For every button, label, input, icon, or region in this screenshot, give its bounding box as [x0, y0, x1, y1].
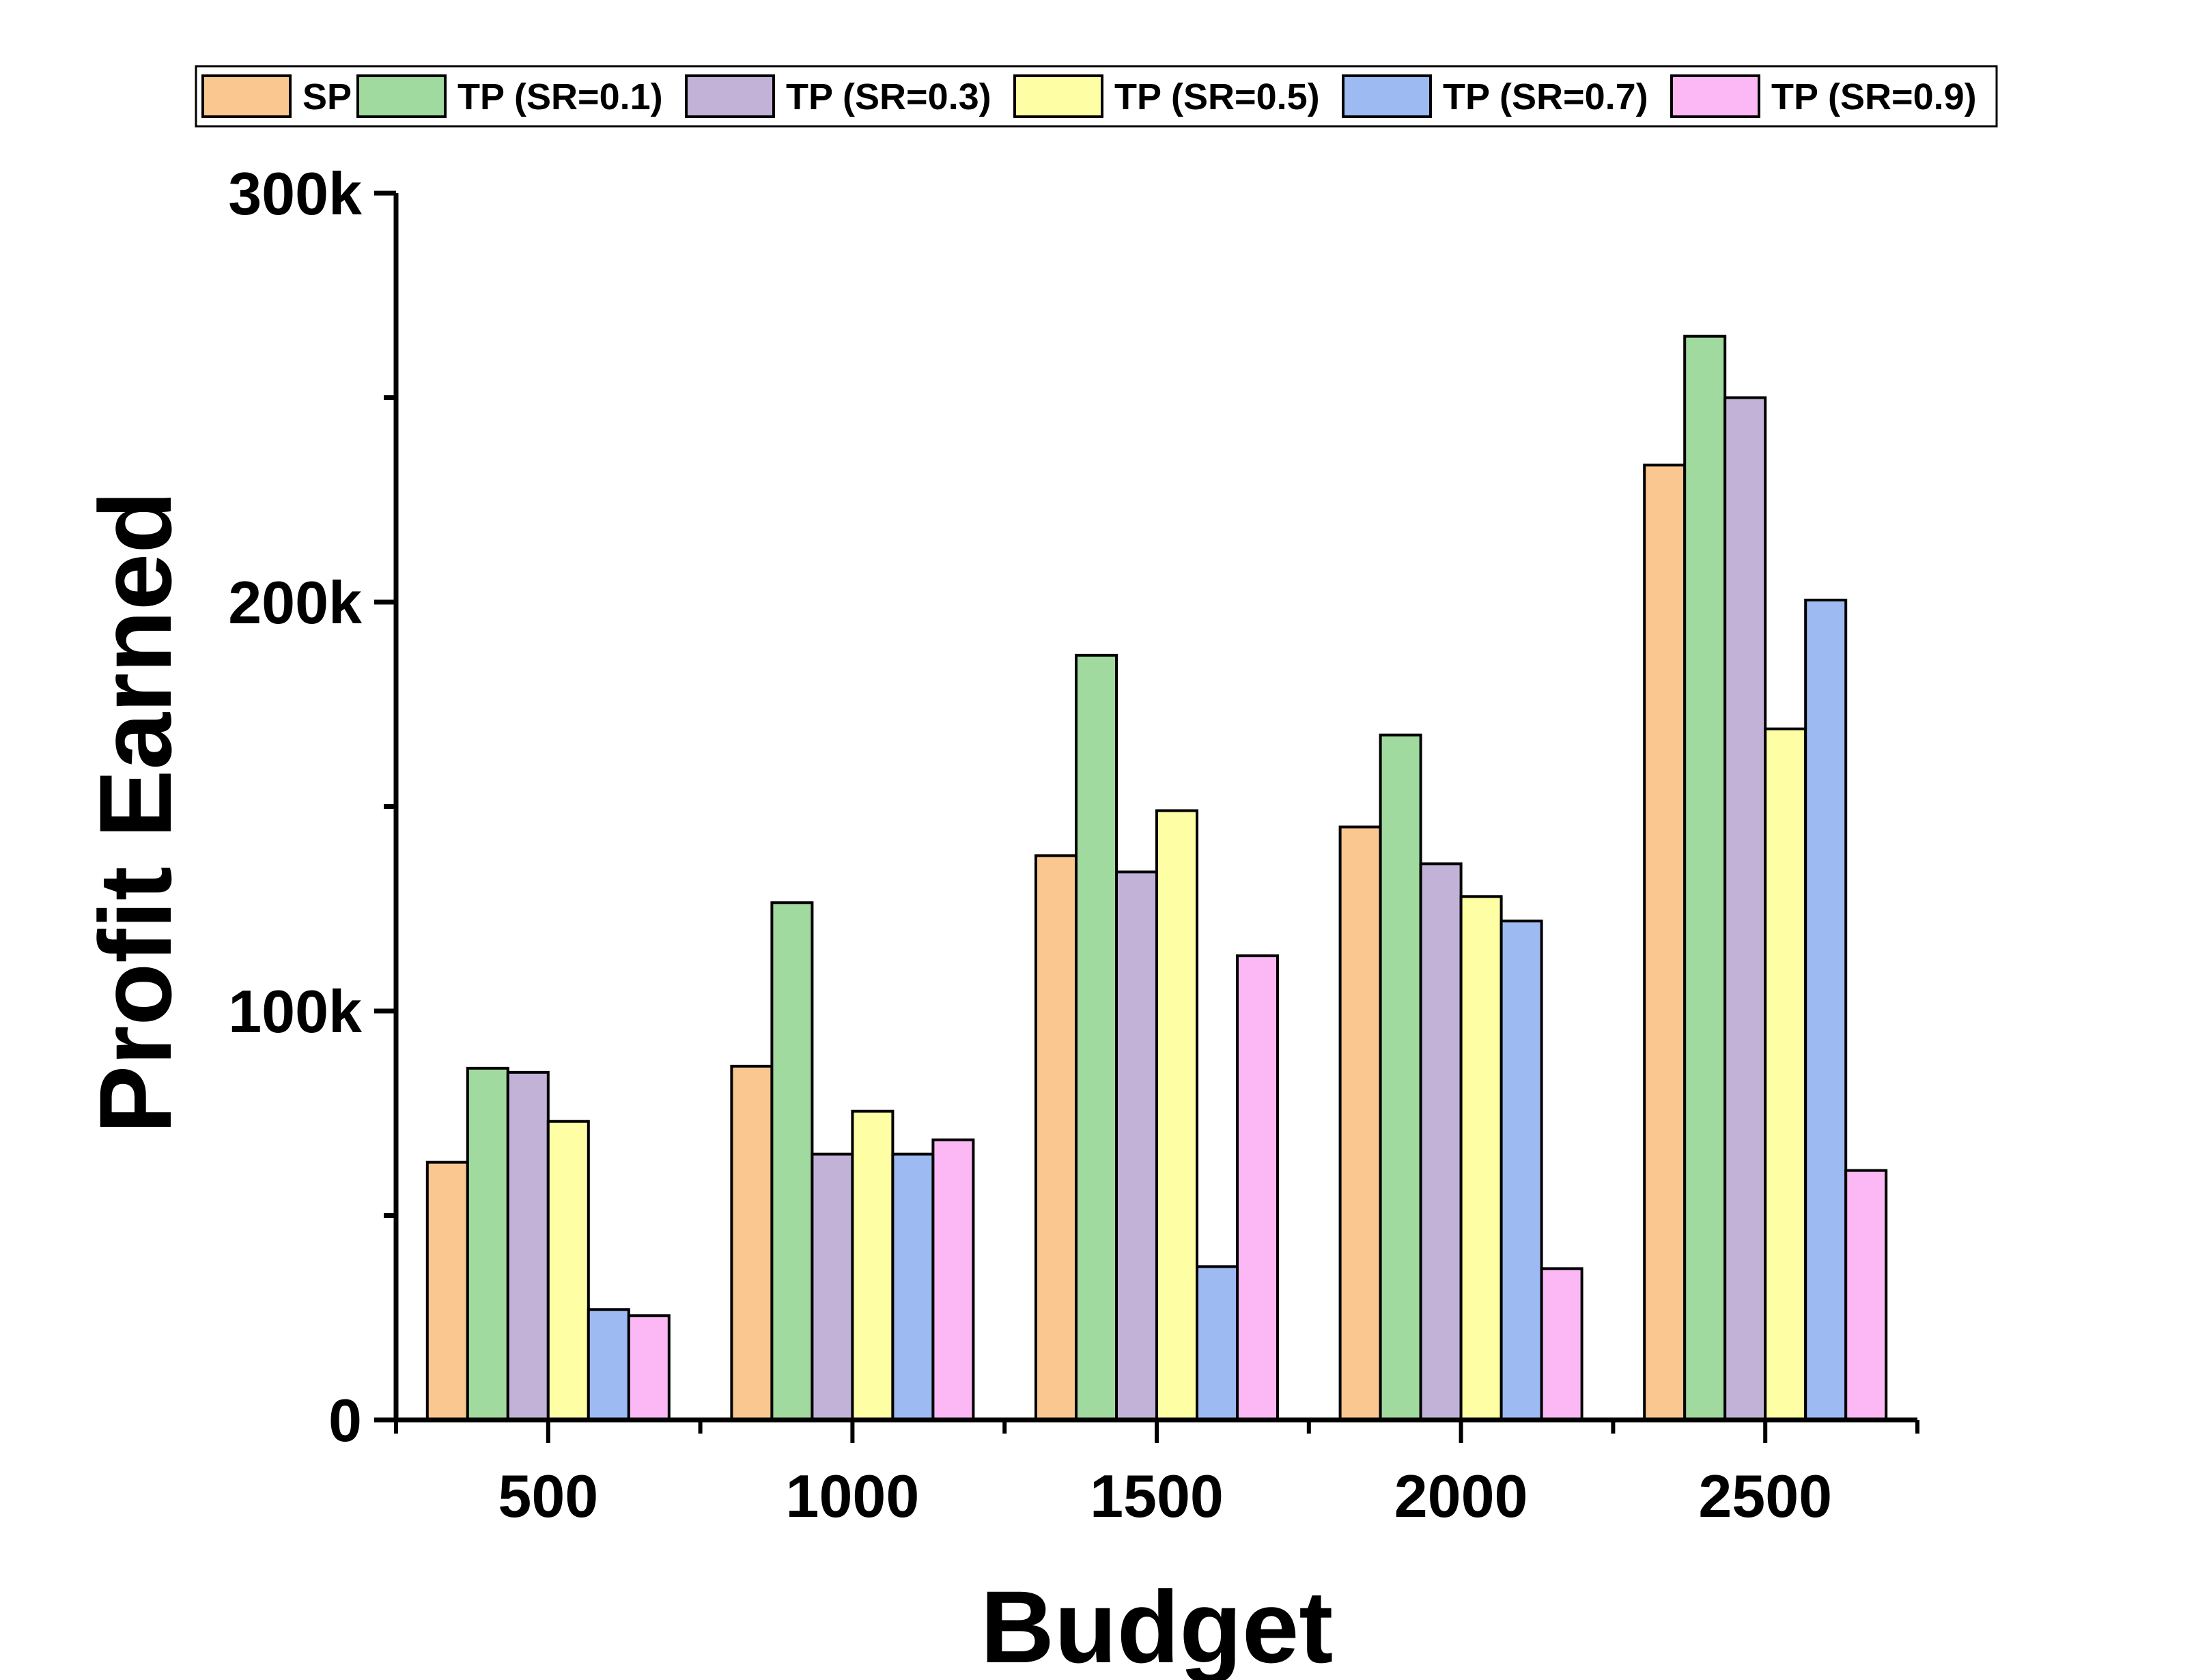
- bar-tp-sr-0-9-1000: [931, 1138, 975, 1422]
- legend-swatch-tp-sr-0-7: [1342, 74, 1432, 118]
- bar-tp-sr-0-1-2500: [1683, 334, 1727, 1421]
- bar-tp-sr-0-1-2000: [1379, 733, 1422, 1422]
- legend-label-tp-sr-0-7: TP (SR=0.7): [1443, 76, 1648, 117]
- bar-tp-sr-0-3-1000: [811, 1152, 854, 1422]
- bar-tp-sr-0-9-2000: [1540, 1267, 1583, 1421]
- bar-tp-sr-0-5-500: [546, 1120, 590, 1421]
- bar-tp-sr-0-3-500: [506, 1070, 550, 1421]
- legend-label-tp-sr-0-9: TP (SR=0.9): [1771, 76, 1977, 117]
- bar-tp-sr-0-7-2500: [1804, 599, 1848, 1421]
- bar-tp-sr-0-7-1500: [1196, 1265, 1239, 1421]
- bars-layer: [425, 334, 1888, 1422]
- bar-tp-sr-0-7-500: [587, 1308, 630, 1422]
- bar-tp-sr-0-3-1500: [1115, 870, 1158, 1421]
- x-tick-label: 1500: [1090, 1462, 1224, 1530]
- bar-sp-2000: [1338, 825, 1382, 1421]
- legend-swatch-tp-sr-0-9: [1670, 74, 1760, 118]
- y-tick-label: 200k: [228, 569, 363, 636]
- bar-tp-sr-0-5-1500: [1155, 809, 1198, 1421]
- legend-label-tp-sr-0-3: TP (SR=0.3): [786, 76, 991, 117]
- legend-label-tp-sr-0-1: TP (SR=0.1): [458, 76, 663, 117]
- y-tick-label: 0: [328, 1386, 362, 1454]
- legend-swatch-tp-sr-0-3: [685, 74, 775, 118]
- bar-tp-sr-0-5-2000: [1459, 895, 1503, 1421]
- bar-tp-sr-0-3-2500: [1723, 396, 1767, 1421]
- x-tick-label: 1000: [786, 1462, 920, 1530]
- bar-tp-sr-0-3-2000: [1419, 862, 1463, 1421]
- x-tick-label: 2500: [1698, 1462, 1832, 1530]
- y-tick-label: 300k: [228, 160, 363, 227]
- bar-tp-sr-0-1-1500: [1075, 653, 1118, 1421]
- bar-sp-1500: [1034, 854, 1078, 1421]
- bar-sp-1000: [730, 1064, 774, 1421]
- legend-swatch-tp-sr-0-1: [356, 74, 447, 118]
- bar-tp-sr-0-7-2000: [1500, 920, 1543, 1421]
- bar-tp-sr-0-7-1000: [891, 1152, 935, 1422]
- legend: SP TP (SR=0.1) TP (SR=0.3) TP (SR=0.5) TP (S…: [195, 65, 1998, 128]
- legend-swatch-tp-sr-0-5: [1013, 74, 1103, 118]
- bar-tp-sr-0-9-2500: [1844, 1169, 1888, 1421]
- y-axis-title: Profit Earned: [78, 491, 193, 1134]
- bar-tp-sr-0-9-500: [627, 1314, 671, 1421]
- x-tick-label: 500: [498, 1462, 598, 1530]
- bar-sp-2500: [1643, 464, 1687, 1422]
- legend-swatch-sp: [201, 74, 292, 118]
- bar-tp-sr-0-5-2500: [1764, 727, 1807, 1421]
- x-tick-label: 2000: [1394, 1462, 1528, 1530]
- x-axis-title: Budget: [981, 1569, 1334, 1680]
- bar-tp-sr-0-1-500: [466, 1066, 509, 1421]
- bar-sp-500: [425, 1161, 469, 1421]
- legend-label-sp: SP: [302, 76, 352, 117]
- bar-tp-sr-0-9-1500: [1236, 954, 1279, 1421]
- bar-tp-sr-0-5-1000: [851, 1109, 895, 1421]
- legend-label-tp-sr-0-5: TP (SR=0.5): [1114, 76, 1320, 117]
- bar-tp-sr-0-1-1000: [770, 901, 814, 1421]
- ticks-layer: 0 100k 200k 300k 500 1000 1500 2000 2500: [228, 160, 1919, 1530]
- y-tick-label: 100k: [228, 978, 363, 1045]
